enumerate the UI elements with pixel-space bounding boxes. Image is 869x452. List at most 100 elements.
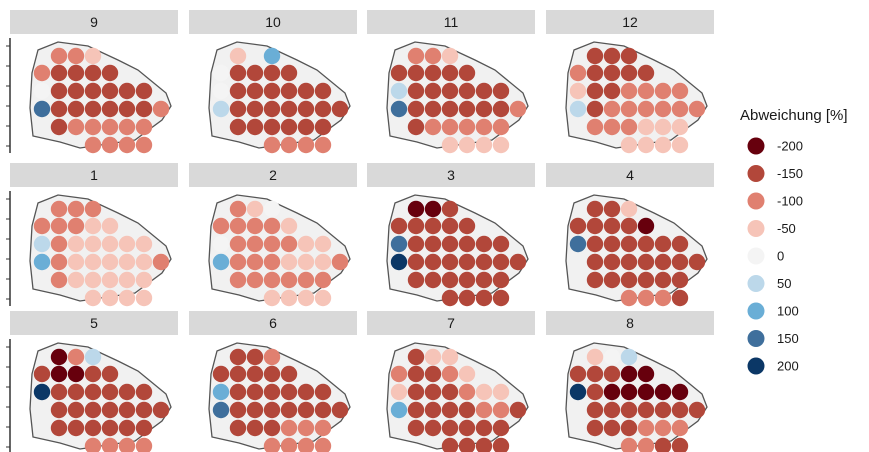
station-dot — [314, 289, 332, 307]
panel-strip — [546, 163, 714, 187]
station-dot — [586, 271, 604, 289]
station-dot — [246, 253, 264, 271]
station-dot — [620, 200, 638, 218]
panel-4: 4 — [546, 163, 714, 307]
station-dot — [314, 271, 332, 289]
station-dot — [603, 64, 621, 82]
station-dot — [475, 82, 493, 100]
legend-title: Abweichung [%] — [740, 107, 848, 124]
station-dot — [688, 100, 706, 118]
station-dot — [603, 253, 621, 271]
station-dot — [280, 253, 298, 271]
station-dot — [654, 419, 672, 437]
station-dot — [637, 118, 655, 136]
station-dot — [33, 383, 51, 401]
panel-strip — [10, 311, 178, 335]
station-dot — [407, 271, 425, 289]
station-dot — [118, 100, 136, 118]
station-dot — [101, 253, 119, 271]
station-dot — [654, 82, 672, 100]
station-dot — [637, 217, 655, 235]
station-dot — [458, 365, 476, 383]
station-dot — [50, 419, 68, 437]
station-dot — [101, 383, 119, 401]
station-dot — [458, 82, 476, 100]
station-dot — [390, 82, 408, 100]
station-dot — [246, 365, 264, 383]
station-dot — [458, 100, 476, 118]
station-dot — [671, 118, 689, 136]
station-dot — [407, 365, 425, 383]
station-dot — [212, 100, 230, 118]
station-dot — [620, 437, 638, 452]
station-dot — [654, 437, 672, 452]
legend-key — [747, 302, 765, 320]
station-dot — [671, 253, 689, 271]
station-dot — [246, 217, 264, 235]
station-dot — [135, 235, 153, 253]
station-dot — [441, 289, 459, 307]
station-dot — [297, 419, 315, 437]
station-dot — [509, 100, 527, 118]
station-dot — [331, 401, 349, 419]
legend-label: 150 — [777, 331, 799, 346]
station-dot — [492, 437, 510, 452]
station-dot — [671, 100, 689, 118]
station-dot — [118, 82, 136, 100]
station-dot — [620, 217, 638, 235]
station-dot — [620, 82, 638, 100]
legend-key — [747, 275, 765, 292]
station-dot — [101, 118, 119, 136]
legend-key — [747, 220, 765, 237]
station-dot — [654, 100, 672, 118]
station-dot — [263, 419, 281, 437]
station-dot — [424, 82, 442, 100]
station-dot — [424, 64, 442, 82]
station-dot — [263, 235, 281, 253]
station-dot — [280, 401, 298, 419]
station-dot — [229, 217, 247, 235]
station-dot — [212, 365, 230, 383]
station-dot — [135, 118, 153, 136]
station-dot — [441, 365, 459, 383]
station-dot — [424, 100, 442, 118]
station-dot — [297, 271, 315, 289]
station-dot — [314, 100, 332, 118]
station-dot — [118, 271, 136, 289]
panel-strip-label: 7 — [447, 315, 455, 331]
station-dot — [586, 383, 604, 401]
station-dot — [246, 200, 264, 218]
station-dot — [280, 64, 298, 82]
station-dot — [390, 365, 408, 383]
station-dot — [246, 82, 264, 100]
station-dot — [135, 383, 153, 401]
panel-strip — [10, 163, 178, 187]
panel-2: 2 — [189, 163, 357, 307]
station-dot — [407, 118, 425, 136]
station-dot — [441, 118, 459, 136]
station-dot — [229, 47, 247, 65]
station-dot — [637, 437, 655, 452]
station-dot — [84, 419, 102, 437]
panel-5: 5 — [6, 311, 178, 452]
station-dot — [246, 100, 264, 118]
station-dot — [458, 118, 476, 136]
station-dot — [603, 401, 621, 419]
station-dot — [229, 348, 247, 366]
legend-label: 100 — [777, 304, 799, 319]
station-dot — [654, 235, 672, 253]
station-dot — [314, 235, 332, 253]
station-dot — [620, 118, 638, 136]
legend-label: 50 — [777, 276, 791, 291]
station-dot — [492, 401, 510, 419]
station-dot — [84, 401, 102, 419]
station-dot — [390, 253, 408, 271]
station-dot — [84, 253, 102, 271]
panel-strip — [546, 311, 714, 335]
station-dot — [407, 47, 425, 65]
station-dot — [101, 365, 119, 383]
station-dot — [212, 383, 230, 401]
station-dot — [620, 235, 638, 253]
station-dot — [475, 419, 493, 437]
station-dot — [492, 271, 510, 289]
